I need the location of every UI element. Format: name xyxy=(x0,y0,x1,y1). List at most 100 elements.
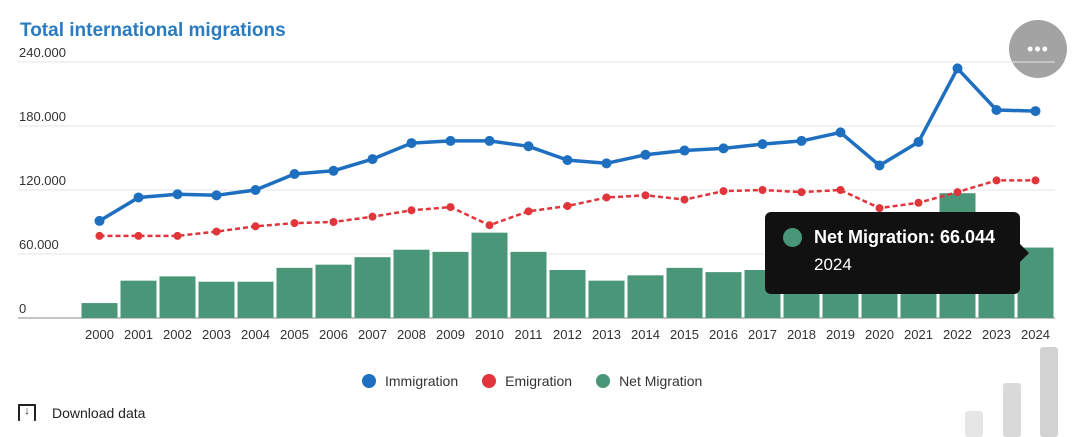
point-emigration xyxy=(992,176,1001,185)
y-tick-label: 0 xyxy=(19,301,26,316)
x-tick-label: 2003 xyxy=(202,327,231,342)
legend-item-net-migration[interactable]: Net Migration xyxy=(596,373,702,389)
point-immigration xyxy=(679,145,690,156)
bar-net-migration xyxy=(705,272,742,318)
point-emigration xyxy=(290,219,299,228)
point-immigration xyxy=(718,143,729,154)
bar-net-migration xyxy=(549,270,586,318)
point-immigration xyxy=(445,135,456,146)
point-emigration xyxy=(251,222,260,231)
download-data-label: Download data xyxy=(52,404,146,421)
point-emigration xyxy=(1031,176,1040,185)
x-tick-label: 2006 xyxy=(319,327,348,342)
x-tick-label: 2005 xyxy=(280,327,309,342)
x-tick-label: 2012 xyxy=(553,327,582,342)
point-immigration xyxy=(289,169,300,179)
point-emigration xyxy=(524,207,533,216)
download-icon: ↓ xyxy=(18,404,36,421)
x-tick-label: 2008 xyxy=(397,327,426,342)
legend-item-emigration[interactable]: Emigration xyxy=(482,373,572,389)
bar-net-migration xyxy=(627,275,664,318)
x-tick-label: 2024 xyxy=(1021,327,1050,342)
point-emigration xyxy=(329,218,338,226)
point-emigration xyxy=(368,212,377,221)
x-tick-label: 2020 xyxy=(865,327,894,342)
point-emigration xyxy=(797,188,806,197)
bar-net-migration xyxy=(510,251,547,318)
bar-net-migration xyxy=(198,281,235,318)
point-emigration xyxy=(641,191,650,200)
point-emigration xyxy=(212,227,221,236)
x-tick-label: 2023 xyxy=(982,327,1011,342)
point-immigration xyxy=(250,185,261,195)
tooltip-color-dot xyxy=(783,228,802,247)
bar-net-migration xyxy=(666,267,703,318)
line-immigration xyxy=(98,66,1036,223)
x-tick-label: 2000 xyxy=(85,327,114,342)
point-emigration xyxy=(680,195,689,204)
point-immigration xyxy=(874,160,885,171)
x-tick-label: 2009 xyxy=(436,327,465,342)
point-emigration xyxy=(446,203,455,212)
download-data-button[interactable]: ↓ Download data xyxy=(18,404,145,421)
bar-net-migration xyxy=(471,232,508,318)
legend-label-net-migration: Net Migration xyxy=(619,373,703,389)
legend-item-immigration[interactable]: Immigration xyxy=(362,373,458,389)
point-emigration xyxy=(719,187,728,196)
x-tick-label: 2016 xyxy=(709,327,738,342)
legend-dot-immigration xyxy=(362,374,376,388)
x-tick-label: 2018 xyxy=(787,327,816,342)
point-emigration xyxy=(914,198,923,207)
bar-net-migration xyxy=(354,257,391,318)
y-tick-label: 60.000 xyxy=(19,237,59,252)
point-immigration xyxy=(835,127,846,138)
point-emigration xyxy=(758,186,767,194)
point-immigration xyxy=(1030,106,1041,117)
bar-net-migration xyxy=(393,249,430,318)
x-tick-label: 2019 xyxy=(826,327,855,342)
point-emigration xyxy=(485,221,494,230)
point-immigration xyxy=(406,138,417,149)
more-options-icon: ••• xyxy=(1027,38,1049,59)
bar-net-migration xyxy=(237,281,274,318)
point-emigration xyxy=(134,231,143,240)
bar-net-migration xyxy=(432,251,469,318)
point-emigration xyxy=(875,204,884,213)
point-immigration xyxy=(133,192,144,203)
chart-title: Total international migrations xyxy=(20,20,286,41)
point-immigration xyxy=(640,149,651,160)
point-emigration xyxy=(602,193,611,202)
tooltip-label: Net Migration: 66.044 xyxy=(814,227,996,247)
point-immigration xyxy=(94,215,105,226)
y-tick-label: 180.000 xyxy=(19,109,66,124)
point-emigration xyxy=(836,186,845,194)
x-tick-label: 2022 xyxy=(943,327,972,342)
x-tick-label: 2021 xyxy=(904,327,933,342)
point-immigration xyxy=(172,189,183,200)
legend-dot-net-migration xyxy=(596,374,611,388)
x-tick-label: 2010 xyxy=(475,327,504,342)
point-immigration xyxy=(991,105,1002,115)
x-tick-label: 2011 xyxy=(515,327,543,342)
point-immigration xyxy=(211,190,222,201)
legend-label-emigration: Emigration xyxy=(505,373,573,389)
point-immigration xyxy=(367,154,378,165)
y-tick-label: 240.000 xyxy=(19,45,66,60)
point-emigration xyxy=(407,206,416,215)
tooltip-year: 2024 xyxy=(814,255,852,274)
x-tick-label: 2004 xyxy=(241,327,270,342)
y-tick-label: 120.000 xyxy=(19,173,66,188)
point-immigration xyxy=(562,155,573,166)
point-emigration xyxy=(173,231,182,240)
tooltip-arrow xyxy=(1020,244,1029,262)
x-tick-label: 2007 xyxy=(358,327,387,342)
x-tick-label: 2001 xyxy=(124,327,153,342)
point-emigration xyxy=(95,231,104,240)
x-tick-label: 2015 xyxy=(670,327,699,342)
point-immigration xyxy=(913,137,924,147)
chart-menu-button[interactable]: ••• xyxy=(1009,20,1067,78)
legend-dot-emigration xyxy=(482,374,497,388)
point-immigration xyxy=(523,141,534,152)
x-tick-label: 2002 xyxy=(163,327,192,342)
chart-tooltip: Net Migration: 66.044 2024 xyxy=(765,212,1029,294)
